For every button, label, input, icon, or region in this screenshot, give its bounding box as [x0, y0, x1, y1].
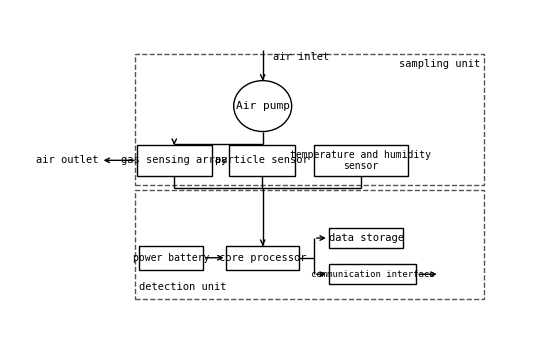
Text: temperature and humidity
sensor: temperature and humidity sensor — [290, 150, 431, 171]
Bar — [135, 54, 485, 185]
Bar — [329, 228, 403, 248]
Bar — [137, 145, 212, 176]
Bar — [227, 246, 299, 269]
Bar — [314, 145, 408, 176]
Text: detection unit: detection unit — [139, 282, 227, 292]
Text: Air pump: Air pump — [236, 101, 290, 111]
Bar — [229, 145, 295, 176]
Ellipse shape — [234, 81, 292, 132]
Text: core processor: core processor — [219, 253, 306, 263]
Text: power battery: power battery — [133, 253, 209, 263]
Text: air outlet: air outlet — [36, 155, 98, 165]
Text: gas sensing array: gas sensing array — [121, 155, 227, 165]
Text: communication interface: communication interface — [311, 270, 434, 279]
Text: sampling unit: sampling unit — [399, 59, 480, 69]
Text: data storage: data storage — [328, 233, 404, 243]
Text: air inlet: air inlet — [273, 53, 329, 63]
Bar — [139, 246, 203, 269]
Bar — [329, 264, 416, 284]
Bar — [135, 190, 485, 299]
Text: particle sensor: particle sensor — [214, 155, 309, 165]
